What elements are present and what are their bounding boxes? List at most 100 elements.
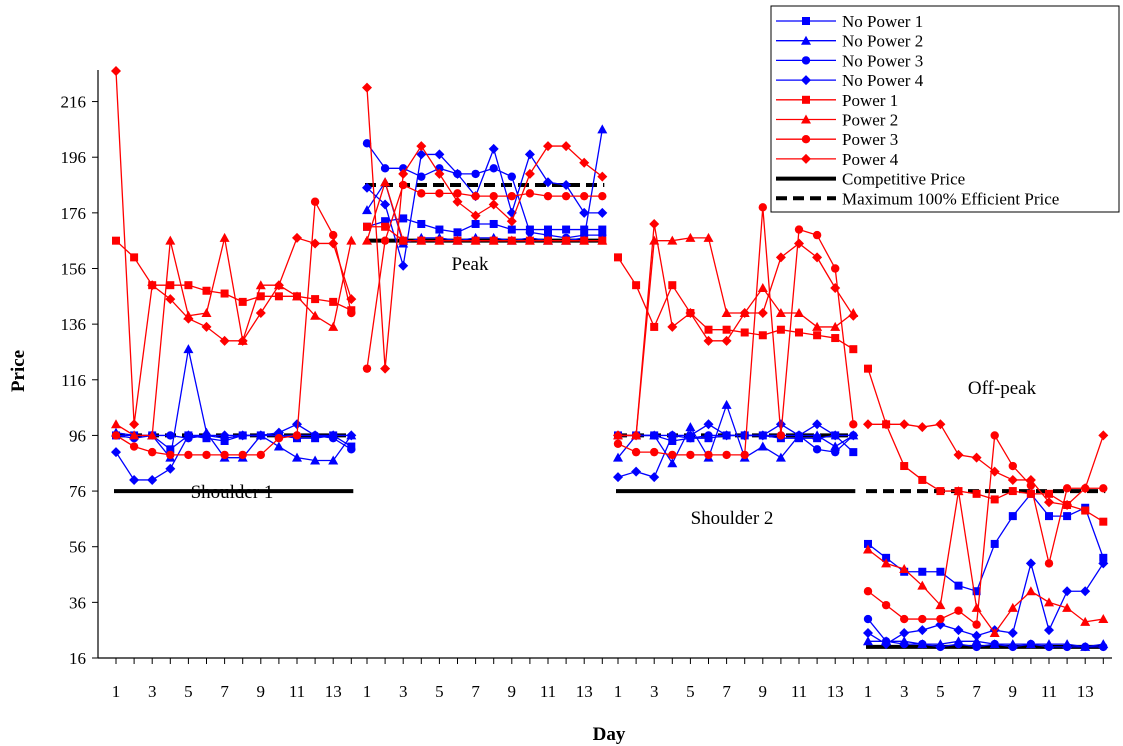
data-point — [363, 364, 371, 372]
legend-label: Competitive Price — [842, 170, 965, 189]
data-point — [1009, 487, 1017, 495]
data-point — [454, 228, 462, 236]
data-point — [882, 601, 890, 609]
data-point — [650, 431, 658, 439]
data-point — [435, 226, 443, 234]
data-point — [203, 287, 211, 295]
data-point — [813, 231, 821, 239]
data-point — [1081, 507, 1089, 515]
data-point — [490, 220, 498, 228]
data-point — [900, 462, 908, 470]
y-tick-label: 136 — [61, 315, 87, 334]
data-point — [221, 290, 229, 298]
data-point — [508, 172, 516, 180]
data-point — [257, 451, 265, 459]
x-tick-label: 13 — [827, 682, 844, 701]
data-point — [472, 220, 480, 228]
x-tick-label: 9 — [1009, 682, 1018, 701]
x-tick-label: 9 — [257, 682, 266, 701]
data-point — [955, 582, 963, 590]
data-point — [526, 189, 534, 197]
data-point — [973, 490, 981, 498]
x-tick-label: 13 — [325, 682, 342, 701]
data-point — [991, 495, 999, 503]
y-tick-label: 56 — [69, 538, 86, 557]
data-point — [130, 442, 138, 450]
data-point — [399, 214, 407, 222]
legend-label: No Power 1 — [842, 12, 923, 31]
data-point — [632, 448, 640, 456]
legend: No Power 1No Power 2No Power 3No Power 4… — [771, 6, 1119, 212]
data-point — [954, 640, 962, 648]
x-tick-label: 13 — [1077, 682, 1094, 701]
panel-label: Off-peak — [968, 378, 1037, 399]
data-point — [900, 615, 908, 623]
data-point — [166, 451, 174, 459]
data-point — [918, 568, 926, 576]
data-point — [777, 431, 785, 439]
y-tick-label: 196 — [61, 148, 87, 167]
legend-label: Maximum 100% Efficient Price — [842, 189, 1059, 208]
data-point — [275, 292, 283, 300]
data-point — [849, 420, 857, 428]
data-point — [972, 643, 980, 651]
data-point — [544, 192, 552, 200]
x-axis-label: Day — [593, 724, 626, 745]
x-tick-label: 3 — [399, 682, 408, 701]
data-point — [795, 328, 803, 336]
data-point — [130, 253, 138, 261]
data-point — [381, 223, 389, 231]
data-point — [918, 476, 926, 484]
legend-marker — [802, 135, 810, 143]
x-tick-label: 13 — [576, 682, 593, 701]
data-point — [1045, 512, 1053, 520]
data-point — [347, 309, 355, 317]
data-point — [1045, 643, 1053, 651]
x-tick-label: 1 — [112, 682, 121, 701]
x-tick-label: 1 — [614, 682, 623, 701]
data-point — [1045, 490, 1053, 498]
data-point — [704, 451, 712, 459]
data-point — [381, 236, 389, 244]
data-point — [759, 331, 767, 339]
data-point — [900, 640, 908, 648]
data-point — [722, 451, 730, 459]
y-tick-label: 96 — [69, 426, 86, 445]
legend-label: No Power 3 — [842, 51, 923, 70]
data-point — [849, 345, 857, 353]
data-point — [580, 192, 588, 200]
data-point — [508, 192, 516, 200]
data-point — [759, 203, 767, 211]
legend-marker — [802, 56, 810, 64]
x-tick-label: 7 — [220, 682, 229, 701]
data-point — [508, 226, 516, 234]
data-point — [849, 448, 857, 456]
data-point — [1009, 643, 1017, 651]
data-point — [329, 231, 337, 239]
data-point — [991, 431, 999, 439]
data-point — [777, 326, 785, 334]
data-point — [741, 328, 749, 336]
data-point — [166, 281, 174, 289]
y-tick-label: 216 — [61, 93, 87, 112]
panel-label: Peak — [452, 254, 489, 275]
data-point — [650, 323, 658, 331]
data-point — [490, 164, 498, 172]
x-tick-label: 11 — [791, 682, 807, 701]
data-point — [864, 615, 872, 623]
data-point — [598, 192, 606, 200]
data-point — [526, 228, 534, 236]
x-tick-label: 11 — [1041, 682, 1057, 701]
data-point — [311, 295, 319, 303]
data-point — [813, 445, 821, 453]
data-point — [936, 487, 944, 495]
data-point — [112, 237, 120, 245]
legend-label: No Power 4 — [842, 71, 924, 90]
data-point — [668, 451, 676, 459]
data-point — [813, 331, 821, 339]
data-point — [435, 189, 443, 197]
legend-label: Power 3 — [842, 130, 898, 149]
y-tick-label: 76 — [69, 482, 86, 501]
data-point — [562, 192, 570, 200]
